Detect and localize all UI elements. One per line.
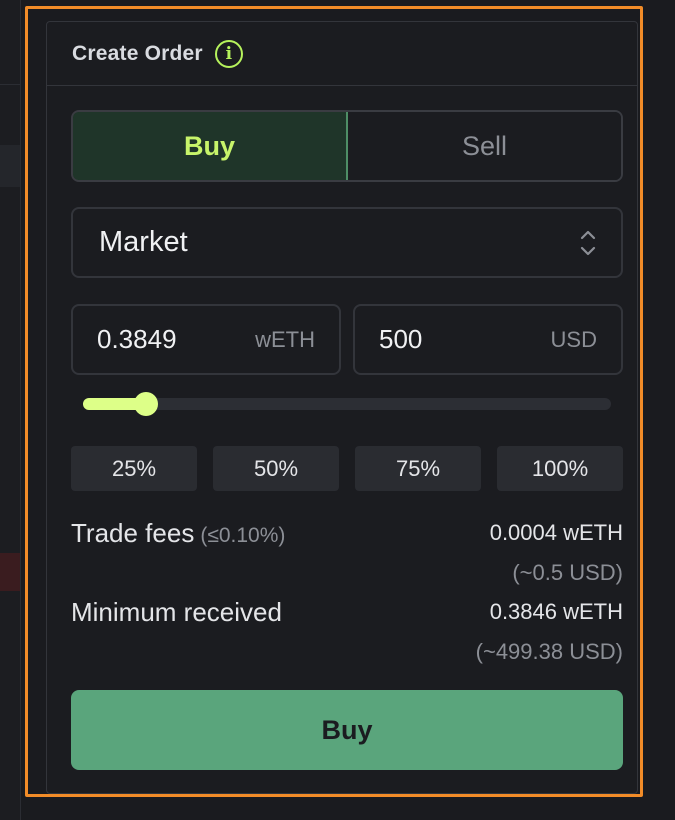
- slider-fill: [83, 398, 146, 410]
- background-sidebar: [0, 0, 21, 820]
- percent-50-button[interactable]: 50%: [213, 446, 339, 491]
- trade-fees-label: Trade fees (≤0.10%): [71, 518, 285, 549]
- order-type-value: Market: [99, 226, 188, 258]
- background-row-sell: [0, 553, 20, 591]
- buy-submit-button[interactable]: Buy: [71, 690, 623, 770]
- amount-slider[interactable]: [83, 392, 611, 416]
- quote-amount-unit: USD: [550, 326, 597, 352]
- order-type-select[interactable]: Market: [71, 207, 623, 278]
- info-icon[interactable]: i: [214, 39, 243, 68]
- panel-title: Create Order: [72, 41, 203, 65]
- trade-fees-rate: (≤0.10%): [200, 524, 286, 547]
- slider-thumb[interactable]: [134, 392, 158, 416]
- chevron-updown-icon: [580, 230, 596, 255]
- trade-fees-label-text: Trade fees: [71, 518, 195, 548]
- trade-fees-value-usd: (~0.5 USD): [512, 560, 623, 585]
- sell-tab[interactable]: Sell: [348, 112, 621, 180]
- quote-amount-field[interactable]: 500 USD: [353, 304, 623, 375]
- minimum-received-label: Minimum received: [71, 597, 282, 627]
- buy-tab[interactable]: Buy: [73, 112, 348, 180]
- base-amount-value: 0.3849: [97, 324, 177, 354]
- background-row: [0, 145, 20, 187]
- create-order-panel: Create Order i Buy Sell Market 0.3849 wE…: [46, 21, 638, 794]
- percent-75-button[interactable]: 75%: [355, 446, 481, 491]
- panel-header: Create Order i: [47, 22, 637, 86]
- percent-100-button[interactable]: 100%: [497, 446, 623, 491]
- base-amount-unit: wETH: [255, 326, 315, 352]
- trade-fees-value: 0.0004 wETH: [489, 520, 623, 545]
- percent-buttons: 25% 50% 75% 100%: [71, 446, 623, 491]
- percent-25-button[interactable]: 25%: [71, 446, 197, 491]
- focus-highlight-frame: [25, 6, 643, 797]
- quote-amount-value: 500: [379, 324, 423, 354]
- base-amount-field[interactable]: 0.3849 wETH: [71, 304, 341, 375]
- side-toggle: Buy Sell: [71, 110, 623, 182]
- minimum-received-value: 0.3846 wETH: [489, 599, 623, 624]
- minimum-received-value-usd: (~499.38 USD): [475, 639, 623, 664]
- divider: [0, 84, 20, 85]
